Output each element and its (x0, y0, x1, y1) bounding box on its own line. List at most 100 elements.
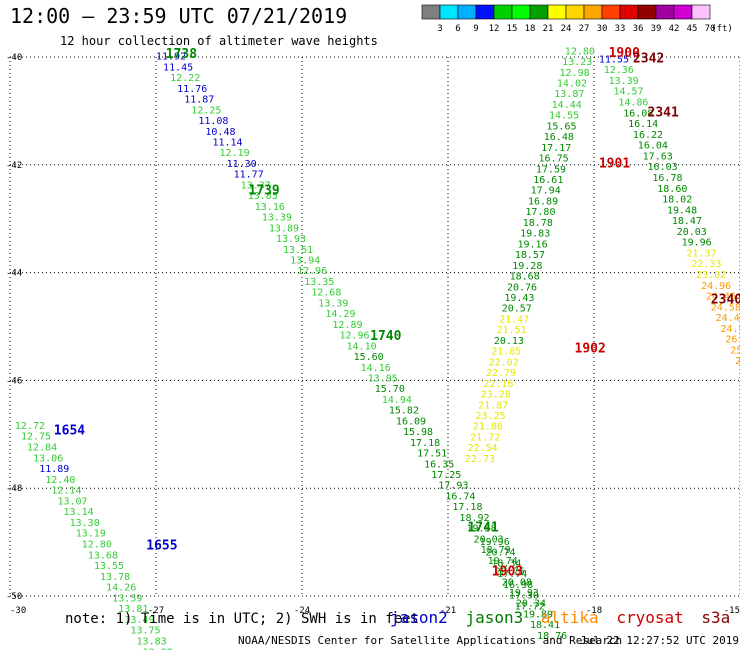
colorbar-tick: 6 (455, 24, 460, 34)
legend-s3a: s3a (701, 608, 731, 627)
pass-time-label: 1741 (467, 520, 498, 535)
wave-height-label: 16.14 (628, 119, 658, 130)
wave-height-label: 18.78 (523, 218, 553, 229)
wave-height-label: 19.48 (667, 205, 697, 216)
chart-title: 12:00 — 23:59 UTC 07/21/2019 (10, 4, 348, 28)
wave-height-label: 21.72 (470, 432, 500, 443)
wave-height-label: 11.92 (156, 52, 186, 63)
wave-height-label: 12.14 (51, 486, 81, 497)
wave-height-label: 13.75 (130, 626, 160, 637)
wave-height-label: 14.57 (613, 87, 643, 98)
wave-height-label: 13.93 (276, 234, 306, 245)
wave-height-label: 12.75 (21, 432, 51, 443)
wave-height-label: 15.60 (354, 352, 384, 363)
wave-height-label: 16.98 (503, 580, 533, 591)
pass-time-label: 1739 (248, 183, 279, 198)
wave-height-label: 20.76 (507, 282, 537, 293)
wave-height-label: 27.69 (735, 356, 740, 367)
wave-height-label: 13.89 (269, 223, 299, 234)
colorbar-tick: 70 (705, 24, 716, 34)
wave-height-label: 18.41 (530, 620, 560, 631)
wave-height-label: 12.36 (604, 65, 634, 76)
satellite-legend: jason2 jason3 altika cryosat s3a (390, 608, 738, 627)
colorbar-tick: 33 (615, 24, 626, 34)
wave-height-label: 15.70 (375, 384, 405, 395)
wave-height-label: 22.16 (483, 379, 513, 390)
wave-height-label: 21.87 (478, 400, 508, 411)
wave-height-label: 19.89 (523, 609, 553, 620)
wave-height-label: 21.86 (473, 422, 503, 433)
pass-time-label: 2342 (633, 51, 664, 66)
wave-height-label: 23.28 (481, 390, 511, 401)
pass-time-label: 1654 (54, 423, 85, 438)
colorbar-unit: (ft) (711, 24, 733, 34)
wave-height-label: 13.51 (283, 245, 313, 256)
generated-timestamp: Jul 22 12:27:52 UTC 2019 (580, 634, 739, 647)
wave-height-label: 19.28 (512, 261, 542, 272)
wave-height-label: 19.96 (480, 537, 510, 548)
colorbar-tick: 27 (579, 24, 590, 34)
wave-height-label: 21.47 (499, 314, 529, 325)
track-jason3-1738: 11.9211.4512.2211.7611.8712.2511.0810.48… (156, 52, 567, 642)
wave-height-label: 19.43 (504, 293, 534, 304)
wave-height-label: 23.02 (696, 270, 726, 281)
wave-height-label: 17.80 (525, 207, 555, 218)
pass-time-label: 1901 (599, 156, 630, 171)
colorbar-tick: 15 (507, 24, 518, 34)
wave-height-label: 16.78 (652, 173, 682, 184)
wave-height-label: 14.10 (347, 341, 377, 352)
wave-height-label: 19.83 (520, 229, 550, 240)
pass-time-label: 1903 (492, 565, 523, 580)
colorbar-tick: 21 (543, 24, 554, 34)
wave-height-label: 14.29 (325, 309, 355, 320)
y-tick-label: -46 (6, 376, 22, 386)
wave-height-label: 17.93 (438, 481, 468, 492)
wave-height-label: 14.26 (106, 583, 136, 594)
wave-height-label: 20.03 (677, 227, 707, 238)
wave-height-label: 13.39 (609, 76, 639, 87)
wave-height-label: 19.96 (682, 238, 712, 249)
x-tick-label: -27 (148, 606, 164, 616)
pass-time-label: 1902 (575, 341, 606, 356)
wave-height-label: 14.86 (618, 98, 648, 109)
x-tick-label: -15 (724, 606, 740, 616)
wave-height-label: 12.98 (560, 68, 590, 79)
wave-height-label: 14.44 (552, 100, 582, 111)
wave-height-label: 13.07 (57, 496, 87, 507)
x-tick-label: -24 (294, 606, 310, 616)
wave-height-label: 16.08 (623, 108, 653, 119)
wave-height-label: 22.73 (465, 454, 495, 465)
wave-height-label: 20.03 (474, 534, 504, 545)
wave-height-label: 24.46 (706, 292, 736, 303)
wave-height-label: 16.35 (424, 459, 454, 470)
legend-cryosat: cryosat (616, 608, 684, 627)
wave-height-label: 13.30 (70, 518, 100, 529)
pass-time-label: 1900 (609, 46, 640, 61)
legend-jason3: jason3 (465, 608, 524, 627)
wave-height-label: 11.89 (39, 464, 69, 475)
y-tick-label: -48 (6, 484, 22, 494)
x-tick-label: -30 (10, 606, 26, 616)
wave-height-label: 20.34 (516, 599, 546, 610)
wave-height-label: 17.94 (531, 186, 561, 197)
wave-height-label: 11.77 (234, 170, 264, 181)
wave-height-label: 16.74 (445, 491, 475, 502)
x-tick-label: -18 (586, 606, 602, 616)
wave-height-label: 13.81 (118, 604, 148, 615)
wave-height-label: 12.25 (191, 105, 221, 116)
pass-time-label: 1655 (146, 539, 177, 554)
wave-height-label: 22.02 (489, 357, 519, 368)
wave-height-label: 16.48 (544, 132, 574, 143)
wave-height-label: 18.60 (657, 184, 687, 195)
wave-height-label: 18.68 (510, 272, 540, 283)
colorbar-tick: 18 (525, 24, 536, 34)
wave-height-label: 11.45 (163, 62, 193, 73)
wave-height-label: 19.58 (466, 524, 496, 535)
wave-height-label: 13.59 (112, 593, 142, 604)
legend-altika: altika (540, 608, 599, 627)
wave-height-label: 17.59 (536, 164, 566, 175)
wave-height-label: 11.08 (198, 116, 228, 127)
wave-height-label: 13.19 (76, 529, 106, 540)
colorbar-tick: 42 (669, 24, 680, 34)
wave-height-label: 12.80 (82, 539, 112, 550)
